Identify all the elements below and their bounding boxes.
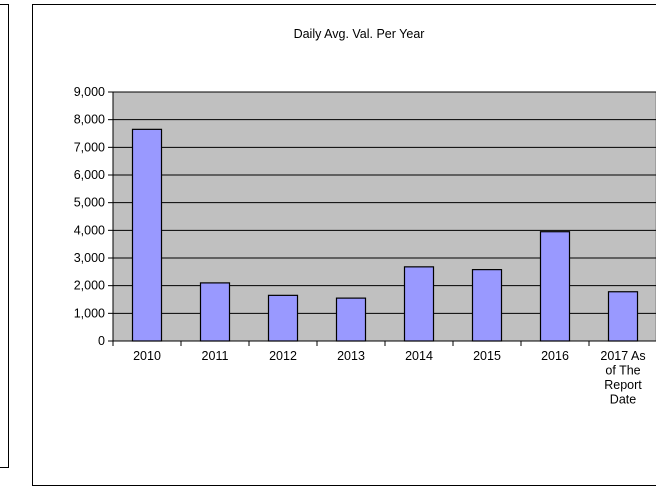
- y-tick-label: 0: [98, 334, 105, 348]
- bar-2010: [131, 128, 163, 342]
- x-tick-label: 2011: [202, 349, 229, 363]
- y-tick-label: 8,000: [74, 113, 105, 127]
- x-tick-label: 2013: [337, 349, 365, 363]
- x-tick-label: 2015: [473, 349, 501, 363]
- y-tick-label: 4,000: [74, 223, 105, 237]
- y-tick-label: 5,000: [74, 196, 105, 210]
- bar-2015: [471, 269, 503, 342]
- y-tick-label: 7,000: [74, 140, 105, 154]
- chart-title: Daily Avg. Val. Per Year: [294, 27, 425, 41]
- y-tick-label: 1,000: [74, 306, 105, 320]
- left-panel-edge: [0, 4, 9, 468]
- y-tick-label: 9,000: [74, 85, 105, 99]
- y-axis-ticks: 0 1,000 2,000 3,000 4,000 5,000 6,000 7,000 8,00…: [74, 85, 113, 348]
- x-tick-label: 2016: [541, 349, 569, 363]
- x-axis-ticks: 2010 2011 2012 2013 2014 2015 2016 2017 As of Th…: [112, 341, 646, 407]
- bar-2014: [403, 266, 435, 342]
- y-tick-label: 6,000: [74, 168, 105, 182]
- x-tick-label: 2010: [133, 349, 161, 363]
- bar-2012: [267, 294, 299, 342]
- y-tick-label: 2,000: [74, 279, 105, 293]
- y-tick-label: 3,000: [74, 251, 105, 265]
- x-tick-label: 2017 As of The Report Date: [600, 349, 645, 407]
- bar-2017: [607, 291, 639, 342]
- x-tick-label: 2014: [405, 349, 433, 363]
- bar-2011: [199, 282, 231, 342]
- bar-2013: [335, 297, 367, 342]
- bar-2016: [539, 231, 571, 342]
- plot-area: [112, 91, 656, 342]
- x-tick-label: 2012: [269, 349, 297, 363]
